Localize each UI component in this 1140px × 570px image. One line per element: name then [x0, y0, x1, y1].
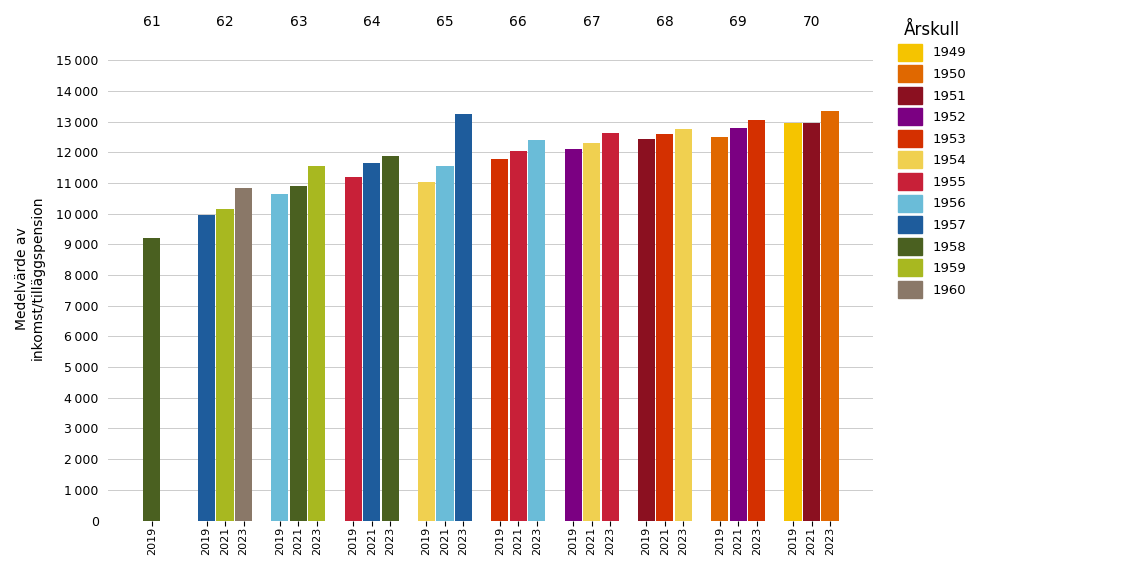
Bar — [528, 140, 545, 520]
Bar — [583, 143, 600, 520]
Bar — [271, 194, 288, 520]
Bar — [382, 156, 399, 520]
Bar — [144, 238, 161, 520]
Bar — [638, 139, 656, 520]
Bar — [602, 133, 619, 520]
Bar — [418, 182, 435, 520]
Bar — [657, 134, 674, 520]
Bar — [308, 166, 325, 520]
Bar — [235, 188, 252, 520]
Bar — [784, 123, 801, 520]
Bar — [803, 123, 820, 520]
Bar — [198, 215, 215, 520]
Bar — [491, 158, 508, 520]
Legend: 1949, 1950, 1951, 1952, 1953, 1954, 1955, 1956, 1957, 1958, 1959, 1960: 1949, 1950, 1951, 1952, 1953, 1954, 1955… — [895, 18, 969, 300]
Bar — [437, 166, 454, 520]
Bar — [510, 151, 527, 520]
Bar — [730, 128, 747, 520]
Bar — [364, 163, 381, 520]
Bar — [748, 120, 765, 520]
Bar — [290, 186, 307, 520]
Bar — [455, 114, 472, 520]
Bar — [564, 149, 581, 520]
Bar — [711, 137, 728, 520]
Bar — [344, 177, 361, 520]
Bar — [217, 209, 234, 520]
Y-axis label: Medelvärde av
inkomst/tilläggspension: Medelvärde av inkomst/tilläggspension — [15, 196, 46, 360]
Bar — [675, 129, 692, 520]
Bar — [822, 111, 839, 520]
